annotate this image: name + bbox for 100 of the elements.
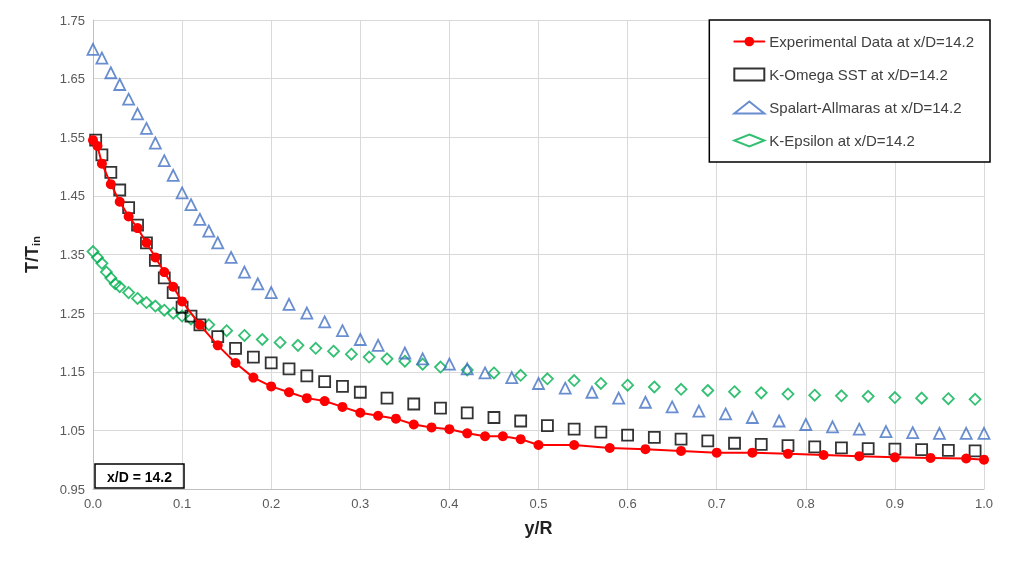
- point: [826, 420, 839, 434]
- legend-label: K-Epsilon at x/D=14.2: [769, 132, 915, 149]
- point: [818, 450, 829, 460]
- point: [640, 444, 651, 455]
- point: [541, 419, 554, 433]
- point: [92, 141, 103, 152]
- point: [362, 350, 376, 364]
- point: [747, 447, 758, 458]
- point: [255, 333, 269, 346]
- point: [220, 324, 234, 338]
- point: [808, 440, 822, 454]
- point: [113, 78, 127, 91]
- point: [122, 201, 136, 214]
- point: [416, 352, 430, 366]
- point: [184, 198, 198, 212]
- point: [282, 362, 296, 376]
- point: [238, 265, 251, 279]
- x-axis-title: y/R: [524, 518, 553, 538]
- point: [246, 350, 260, 364]
- point: [148, 299, 162, 313]
- point: [674, 382, 688, 396]
- point: [131, 107, 144, 121]
- point: [460, 406, 474, 420]
- point: [229, 341, 242, 355]
- point: [443, 357, 456, 371]
- point: [336, 380, 349, 393]
- point: [96, 158, 107, 169]
- point: [621, 378, 634, 392]
- point: [514, 368, 528, 382]
- point: [808, 388, 822, 402]
- point: [692, 404, 706, 418]
- point: [175, 309, 189, 323]
- y-axis-title: T/Tin: [21, 235, 42, 273]
- point: [961, 453, 972, 464]
- point: [772, 414, 786, 428]
- point: [781, 439, 795, 453]
- point: [202, 318, 216, 332]
- point: [478, 366, 492, 380]
- point: [282, 297, 296, 311]
- point: [854, 451, 865, 462]
- point: [150, 252, 161, 263]
- point: [585, 385, 599, 399]
- point: [327, 344, 340, 358]
- point: [487, 411, 501, 424]
- point: [674, 432, 688, 446]
- x-tick-label: 0.9: [885, 496, 904, 511]
- point: [888, 442, 902, 456]
- y-tick-label: 1.45: [59, 188, 85, 204]
- point: [959, 426, 973, 440]
- point: [95, 256, 109, 270]
- point: [140, 296, 153, 309]
- point: [371, 338, 385, 352]
- point: [906, 426, 920, 440]
- point: [273, 336, 287, 349]
- point: [300, 369, 314, 383]
- point: [319, 396, 330, 407]
- point: [925, 452, 936, 463]
- point: [122, 286, 136, 300]
- point: [157, 271, 171, 285]
- point: [166, 168, 180, 182]
- x-tick-label: 0.2: [262, 496, 281, 511]
- point: [480, 431, 491, 442]
- point: [148, 136, 162, 150]
- y-tick-label: 1.15: [59, 364, 85, 380]
- point: [639, 395, 652, 409]
- point: [398, 346, 412, 360]
- point: [462, 428, 473, 439]
- point: [238, 329, 251, 342]
- point: [318, 375, 332, 389]
- point: [861, 442, 875, 455]
- point: [123, 211, 134, 222]
- point: [835, 441, 848, 455]
- point: [567, 374, 581, 387]
- point: [835, 389, 848, 403]
- point: [131, 292, 144, 305]
- point: [266, 381, 277, 392]
- point: [782, 448, 793, 459]
- point: [426, 422, 437, 433]
- point: [104, 66, 118, 80]
- point: [353, 385, 367, 399]
- point: [497, 431, 508, 442]
- point: [416, 357, 430, 371]
- point: [211, 236, 225, 250]
- point: [915, 391, 929, 405]
- point: [166, 286, 180, 300]
- point: [594, 377, 608, 390]
- point: [166, 306, 180, 320]
- point: [122, 92, 136, 106]
- x-tick-label: 0.8: [796, 496, 815, 511]
- point: [941, 392, 955, 406]
- point: [284, 387, 295, 398]
- point: [665, 400, 679, 414]
- y-tick-label: 1.55: [59, 129, 85, 145]
- y-tick-label: 0.95: [59, 481, 85, 497]
- point: [86, 245, 100, 258]
- y-tick-label: 1.25: [59, 305, 85, 321]
- point: [977, 426, 991, 440]
- point: [647, 431, 661, 444]
- x-tick-label: 0.0: [83, 496, 103, 511]
- point: [390, 413, 401, 424]
